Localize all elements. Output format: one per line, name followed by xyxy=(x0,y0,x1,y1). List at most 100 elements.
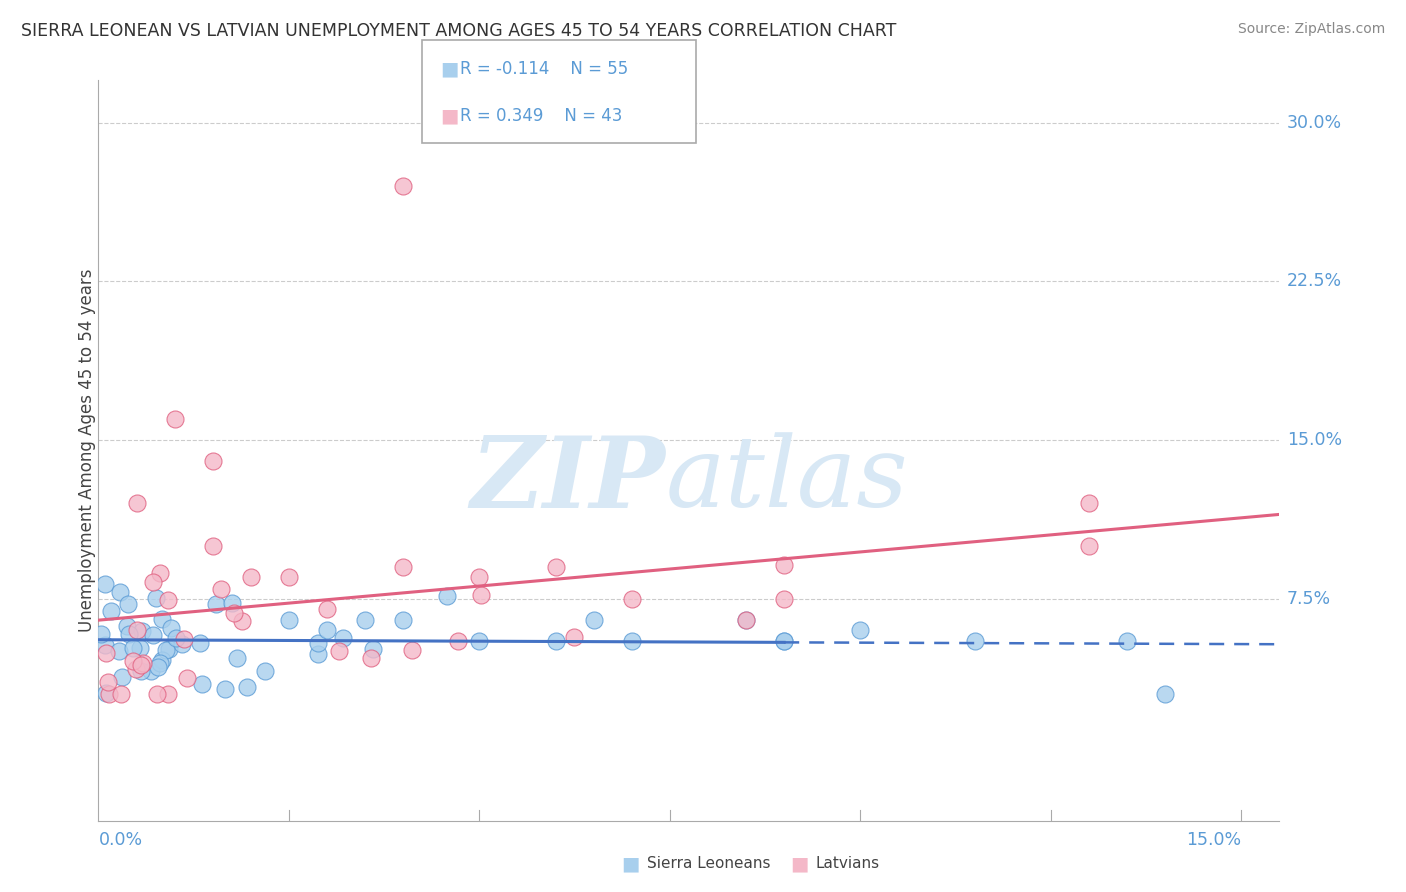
Point xyxy=(277,613,299,627)
Point xyxy=(316,624,339,638)
Point xyxy=(132,656,155,670)
Point xyxy=(188,636,211,650)
Point xyxy=(201,539,224,553)
Point xyxy=(401,643,423,657)
Text: 15.0%: 15.0% xyxy=(1187,831,1241,849)
Point xyxy=(307,647,329,661)
Point xyxy=(392,179,415,194)
Point xyxy=(1116,633,1139,648)
Point xyxy=(225,650,247,665)
Text: atlas: atlas xyxy=(665,433,908,528)
Point xyxy=(201,454,224,468)
Point xyxy=(361,641,384,656)
Point xyxy=(129,641,152,656)
Point xyxy=(773,591,796,606)
Point xyxy=(110,687,132,701)
Point xyxy=(173,632,195,646)
Point xyxy=(735,613,758,627)
Point xyxy=(562,630,585,644)
Point xyxy=(149,566,172,581)
Text: R = -0.114    N = 55: R = -0.114 N = 55 xyxy=(460,60,628,78)
Point xyxy=(360,651,382,665)
Text: Sierra Leoneans: Sierra Leoneans xyxy=(647,856,770,871)
Text: Unemployment Among Ages 45 to 54 years: Unemployment Among Ages 45 to 54 years xyxy=(77,268,96,632)
Point xyxy=(90,627,112,641)
Point xyxy=(221,596,243,610)
Point xyxy=(1078,496,1101,510)
Text: 0.0%: 0.0% xyxy=(98,831,142,849)
Point xyxy=(160,621,183,635)
Point xyxy=(447,633,470,648)
Point xyxy=(94,686,117,700)
Point xyxy=(125,624,148,638)
Point xyxy=(122,640,145,655)
Text: ■: ■ xyxy=(790,854,808,873)
Point xyxy=(146,660,169,674)
Point xyxy=(620,591,643,606)
Point xyxy=(142,628,165,642)
Point xyxy=(163,411,186,425)
Point xyxy=(129,658,152,673)
Point xyxy=(146,687,169,701)
Point xyxy=(214,682,236,697)
Text: Latvians: Latvians xyxy=(815,856,880,871)
Point xyxy=(236,680,259,694)
Point xyxy=(773,633,796,648)
Point xyxy=(277,570,299,584)
Point xyxy=(149,657,172,671)
Point xyxy=(156,687,179,701)
Text: SIERRA LEONEAN VS LATVIAN UNEMPLOYMENT AMONG AGES 45 TO 54 YEARS CORRELATION CHA: SIERRA LEONEAN VS LATVIAN UNEMPLOYMENT A… xyxy=(21,22,897,40)
Point xyxy=(620,633,643,648)
Point xyxy=(436,589,458,603)
Text: ■: ■ xyxy=(440,106,458,126)
Point xyxy=(118,627,141,641)
Point xyxy=(582,613,605,627)
Point xyxy=(1078,539,1101,553)
Point xyxy=(307,636,329,650)
Point xyxy=(98,687,121,701)
Point xyxy=(129,664,152,678)
Point xyxy=(849,624,872,638)
Text: ■: ■ xyxy=(621,854,640,873)
Point xyxy=(209,582,232,596)
Text: ■: ■ xyxy=(440,59,458,78)
Text: 22.5%: 22.5% xyxy=(1286,272,1343,290)
Point xyxy=(111,670,134,684)
Point xyxy=(93,576,115,591)
Point xyxy=(155,643,177,657)
Point xyxy=(165,631,187,645)
Point xyxy=(100,603,122,617)
Point xyxy=(544,633,567,648)
Point xyxy=(96,675,118,690)
Text: 15.0%: 15.0% xyxy=(1286,431,1343,449)
Text: R = 0.349    N = 43: R = 0.349 N = 43 xyxy=(460,107,621,125)
Point xyxy=(125,662,148,676)
Point xyxy=(176,671,198,685)
Point xyxy=(253,664,276,678)
Text: 7.5%: 7.5% xyxy=(1286,590,1331,607)
Point xyxy=(115,619,138,633)
Point xyxy=(231,614,253,628)
Point xyxy=(156,593,179,607)
Point xyxy=(125,496,148,510)
Point xyxy=(94,646,117,660)
Point xyxy=(392,559,415,574)
Point xyxy=(773,558,796,572)
Point xyxy=(94,639,117,653)
Text: ZIP: ZIP xyxy=(471,432,665,528)
Point xyxy=(1154,687,1177,701)
Point xyxy=(117,598,139,612)
Point xyxy=(205,597,228,611)
Point xyxy=(142,575,165,590)
Point xyxy=(392,613,415,627)
Point xyxy=(191,677,214,691)
Point xyxy=(131,624,153,639)
Point xyxy=(544,559,567,574)
Point xyxy=(773,633,796,648)
Point xyxy=(735,613,758,627)
Point xyxy=(354,613,377,627)
Point xyxy=(145,591,167,605)
Point xyxy=(224,606,246,620)
Point xyxy=(468,633,491,648)
Point xyxy=(328,644,350,658)
